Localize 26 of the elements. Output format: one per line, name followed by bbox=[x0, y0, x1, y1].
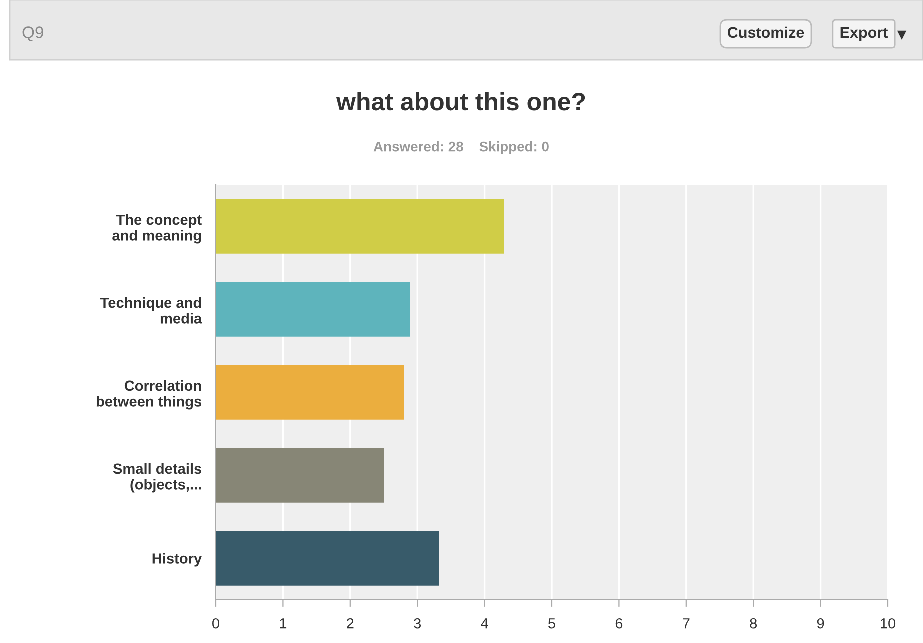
y-tick-label: Technique and media bbox=[100, 297, 202, 324]
y-tick-label: The concept and meaning bbox=[112, 214, 202, 244]
chart-title: what about this one? bbox=[336, 92, 586, 111]
x-tick-label: 4 bbox=[481, 618, 488, 629]
x-tick-label: 9 bbox=[817, 618, 824, 629]
x-tick-label: 10 bbox=[881, 618, 896, 629]
text: Export bbox=[840, 27, 888, 42]
chart-subtitle: Answered: 28 Skipped: 0 bbox=[374, 142, 549, 154]
x-tick-label: 8 bbox=[750, 618, 758, 629]
text: Customize bbox=[728, 26, 804, 38]
y-tick-label: History bbox=[152, 553, 202, 567]
bar bbox=[216, 282, 410, 337]
y-tick-label: Correlation between things bbox=[96, 380, 202, 410]
x-tick-label: 0 bbox=[212, 618, 220, 629]
x-tick-label: 7 bbox=[683, 618, 690, 629]
bar bbox=[216, 448, 384, 503]
bar bbox=[216, 365, 404, 420]
x-tick-label: 6 bbox=[616, 618, 623, 629]
y-tick-label: Small details (objects,... bbox=[113, 463, 202, 493]
x-tick-label: 5 bbox=[548, 618, 556, 629]
text: Q9 bbox=[22, 26, 44, 42]
x-tick-label: 3 bbox=[414, 618, 422, 629]
bar bbox=[216, 531, 440, 586]
x-tick-label: 1 bbox=[280, 618, 287, 629]
x-tick-label: 2 bbox=[347, 618, 354, 629]
bar bbox=[216, 199, 504, 254]
